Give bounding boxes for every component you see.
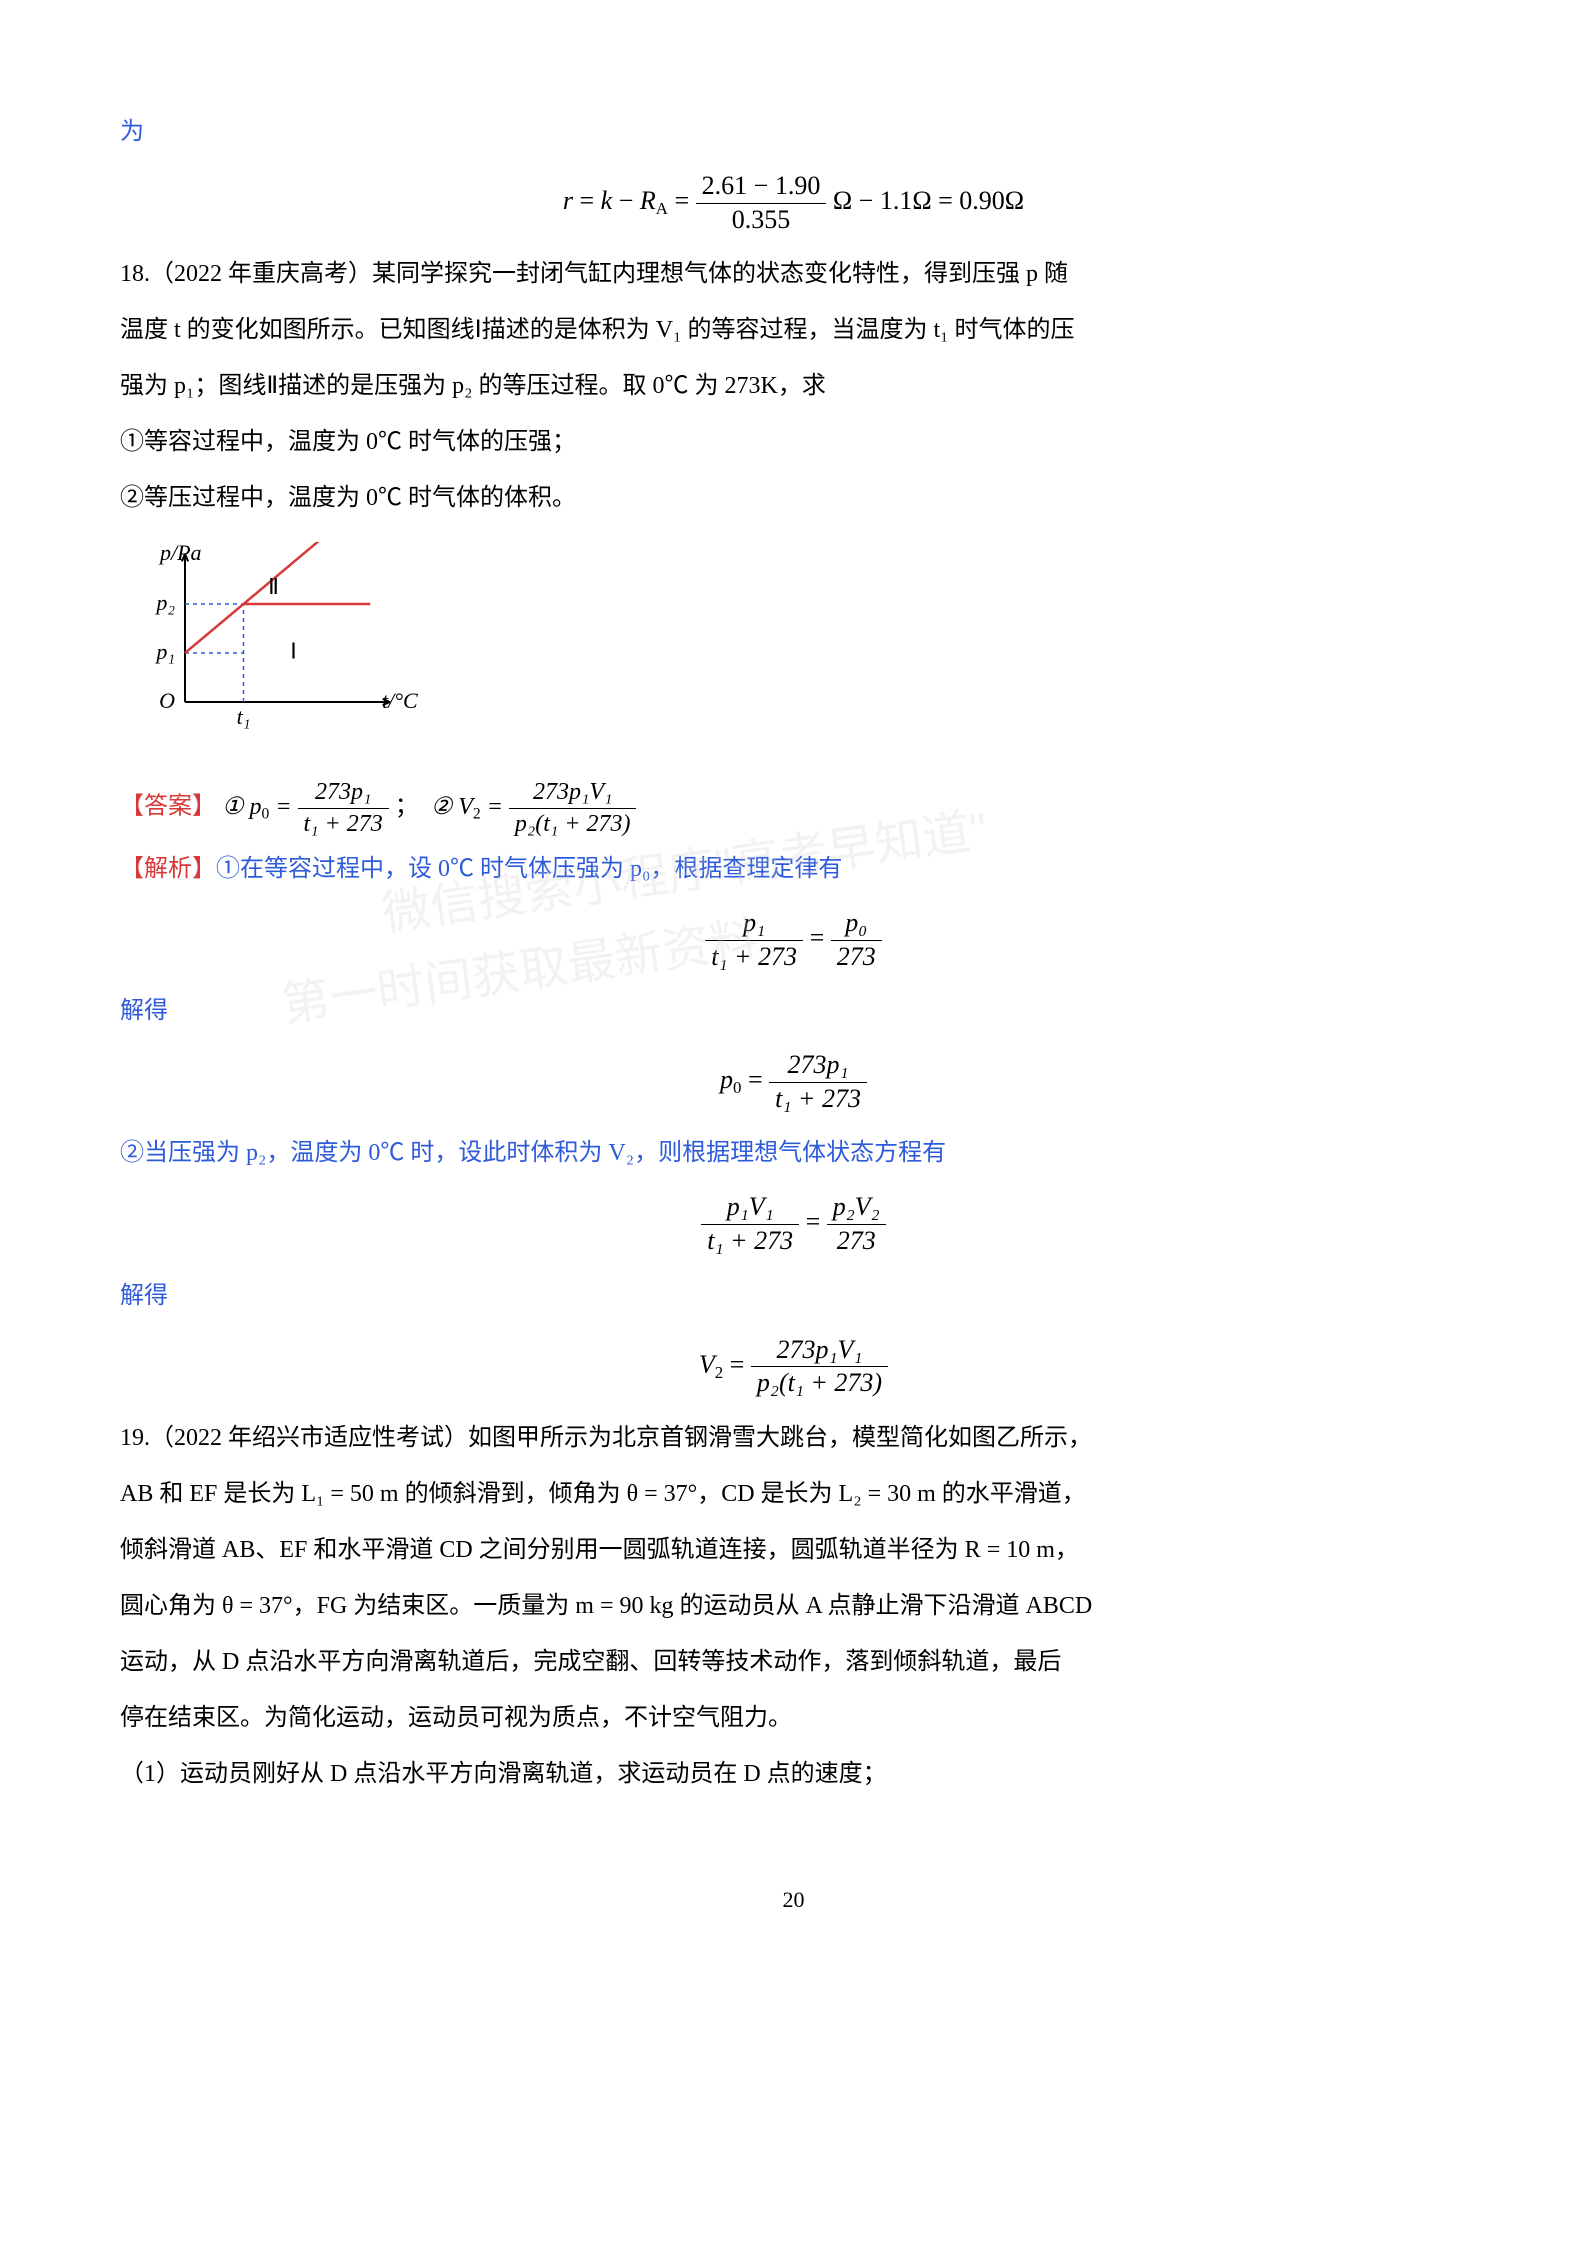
svg-text:t₁: t₁ [237, 704, 251, 729]
answer2-den: p₂(t₁ + 273) [509, 809, 637, 837]
answer1-prefix: ① p0 = [222, 794, 292, 820]
svg-text:O: O [159, 688, 175, 713]
pt-chart: p/Pa t/°C Op₁ p₂ t₁ Ⅱ Ⅰ [130, 542, 1467, 759]
svg-text:Ⅰ: Ⅰ [290, 639, 297, 664]
eq-ideal-gas: p₁V₁ t₁ + 273 = p₂V₂ 273 [120, 1193, 1467, 1255]
jiede-2: 解得 [120, 1272, 1467, 1320]
answer2-prefix: ② V2 = [431, 794, 503, 820]
q19-line6: 停在结束区。为简化运动，运动员可视为质点，不计空气阻力。 [120, 1694, 1467, 1742]
q19-line4: 圆心角为 θ = 37°，FG 为结束区。一质量为 m = 90 kg 的运动员… [120, 1582, 1467, 1630]
analysis-step1: 【解析】①在等容过程中，设 0℃ 时气体压强为 p₀，根据查理定律有 [120, 845, 1467, 893]
eq-charles: p₁ t₁ + 273 = p₀ 273 [120, 909, 1467, 971]
lead-label: 为 [120, 108, 1467, 156]
answer-block: 【答案】 ① p0 = 273p₁ t₁ + 273 ； ② V2 = 273p… [120, 779, 1467, 837]
q19-line5: 运动，从 D 点沿水平方向滑离轨道后，完成空翻、回转等技术动作，落到倾斜轨道，最… [120, 1638, 1467, 1686]
q18-line3: 强为 p₁；图线Ⅱ描述的是压强为 p₂ 的等压过程。取 0℃ 为 273K，求 [120, 362, 1467, 410]
q19-line1: 19.（2022 年绍兴市适应性考试）如图甲所示为北京首钢滑雪大跳台，模型简化如… [120, 1414, 1467, 1462]
q18-line2: 温度 t 的变化如图所示。已知图线Ⅰ描述的是体积为 V₁ 的等容过程，当温度为 … [120, 306, 1467, 354]
jiede-1: 解得 [120, 987, 1467, 1035]
svg-text:p₁: p₁ [154, 639, 175, 664]
answer2-num: 273p₁V₁ [509, 779, 637, 808]
page-number: 20 [120, 1878, 1467, 1922]
eq-v2: V2 = 273p₁V₁ p₂(t₁ + 273) [120, 1336, 1467, 1398]
analysis-label: 【解析】 [120, 856, 216, 882]
answer-sep: ； [395, 794, 425, 820]
analysis-step2: ②当压强为 p₂，温度为 0℃ 时，设此时体积为 V₂，则根据理想气体状态方程有 [120, 1129, 1467, 1177]
svg-text:p/Pa: p/Pa [158, 542, 202, 565]
svg-text:p₂: p₂ [154, 590, 175, 615]
answer1-num: 273p₁ [298, 779, 389, 808]
q19-sub1: （1）运动员刚好从 D 点沿水平方向滑离轨道，求运动员在 D 点的速度； [120, 1750, 1467, 1798]
svg-text:t/°C: t/°C [382, 688, 418, 713]
q18-item2: ②等压过程中，温度为 0℃ 时气体的体积。 [120, 474, 1467, 522]
eq-p0: p0 = 273p₁ t₁ + 273 [120, 1051, 1467, 1113]
equation-r: r = k − RA = 2.61 − 1.90 0.355 Ω − 1.1Ω … [120, 172, 1467, 234]
q18-intro: 18.（2022 年重庆高考）某同学探究一封闭气缸内理想气体的状态变化特性，得到… [120, 250, 1467, 298]
pt-chart-svg: p/Pa t/°C Op₁ p₂ t₁ Ⅱ Ⅰ [130, 542, 430, 742]
answer-label: 【答案】 [120, 794, 216, 820]
q19-line3: 倾斜滑道 AB、EF 和水平滑道 CD 之间分别用一圆弧轨道连接，圆弧轨道半径为… [120, 1526, 1467, 1574]
answer1-den: t₁ + 273 [298, 809, 389, 837]
svg-text:Ⅱ: Ⅱ [268, 574, 279, 599]
q19-line2: AB 和 EF 是长为 L₁ = 50 m 的倾斜滑到，倾角为 θ = 37°，… [120, 1470, 1467, 1518]
q18-item1: ①等容过程中，温度为 0℃ 时气体的压强； [120, 418, 1467, 466]
